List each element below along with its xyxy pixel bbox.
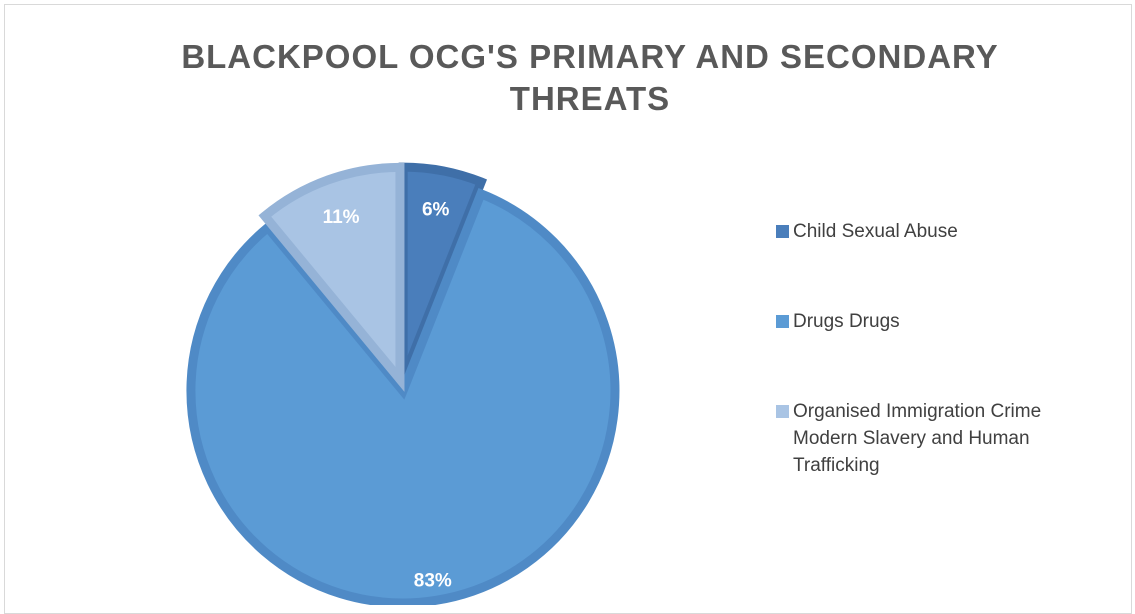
pie-slice-drugs-drugs [186, 187, 620, 605]
legend-item-drugs-drugs: Drugs Drugs [776, 308, 1093, 335]
legend-label: Organised Immigration Crime Modern Slave… [793, 401, 1042, 476]
pie-slice-organised-immigration-crime-modern-slavery-and-human-trafficking [258, 162, 405, 392]
legend-label: Child Sexual Abuse [793, 221, 958, 242]
pie-data-labels: 6% 83% 11% [323, 199, 452, 591]
pie-slices [186, 162, 620, 605]
chart-title: BLACKPOOL OCG'S PRIMARY AND SECONDARY TH… [181, 38, 999, 117]
legend-item-child-sexual-abuse: Child Sexual Abuse [776, 218, 1093, 245]
legend-item-organised-immigration-crime-modern-slavery-and-human-trafficking: Organised Immigration Crime Modern Slave… [776, 398, 1093, 479]
legend-swatch [776, 315, 789, 328]
data-label-organised-immigration-crime-modern-slavery-and-human-trafficking: 11% [323, 207, 360, 228]
data-label-child-sexual-abuse: 6% [422, 199, 450, 220]
legend-swatch [776, 225, 789, 238]
legend-swatch [776, 405, 789, 418]
data-label-drugs-drugs: 83% [414, 570, 452, 591]
legend-label: Drugs Drugs [793, 311, 900, 332]
